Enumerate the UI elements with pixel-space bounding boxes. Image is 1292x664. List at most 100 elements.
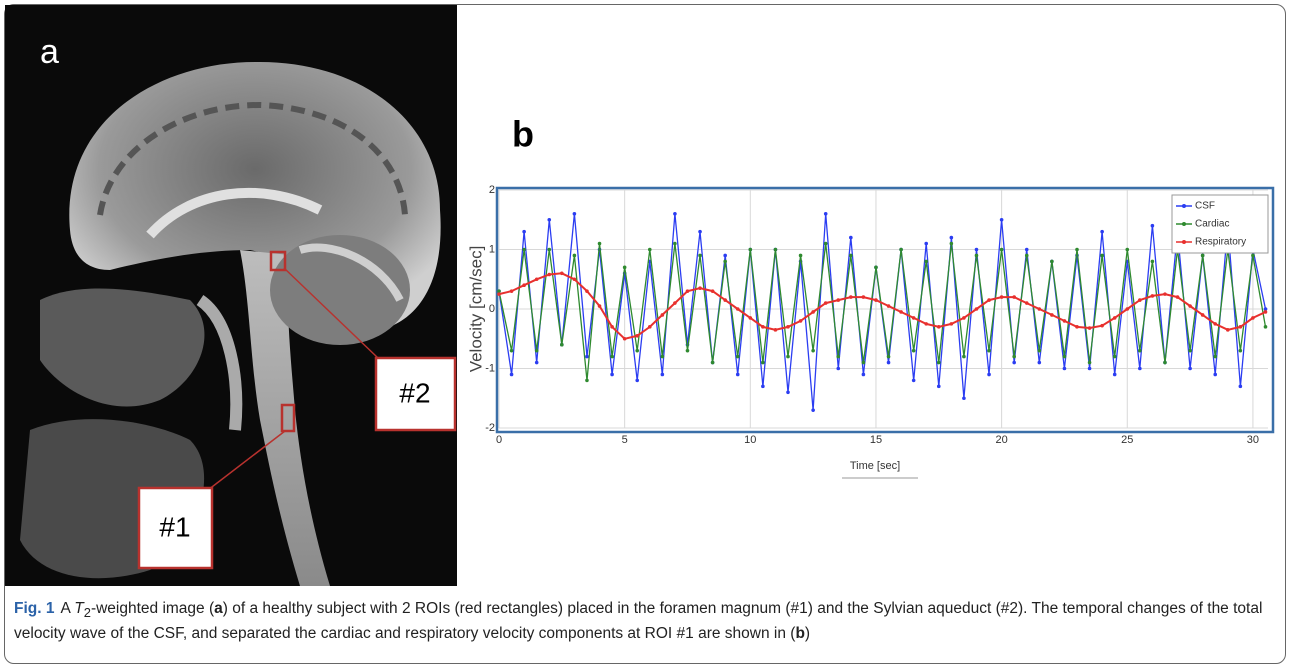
- data-point: [735, 307, 740, 311]
- data-point: [560, 271, 564, 276]
- x-tick-label: 25: [1121, 434, 1133, 446]
- data-point: [710, 360, 715, 365]
- roi-label: #2: [399, 377, 430, 408]
- data-point: [962, 316, 966, 320]
- data-point: [761, 360, 765, 365]
- data-point: [999, 217, 1004, 222]
- data-point: [509, 348, 514, 353]
- data-point: [924, 322, 929, 326]
- data-point: [497, 292, 501, 296]
- panel-a-label: a: [40, 33, 59, 71]
- data-point: [1150, 294, 1155, 298]
- data-point: [773, 247, 778, 252]
- data-point: [534, 360, 539, 365]
- data-point: [1024, 247, 1029, 252]
- data-point: [1012, 354, 1016, 359]
- data-point: [534, 348, 539, 353]
- x-tick-label: 15: [870, 434, 882, 446]
- legend-marker: [1182, 222, 1186, 226]
- data-point: [748, 316, 753, 320]
- data-point: [610, 372, 614, 377]
- data-point: [635, 348, 640, 353]
- data-point: [798, 253, 803, 258]
- data-point: [610, 325, 614, 329]
- data-point: [786, 390, 790, 395]
- data-point: [899, 310, 903, 314]
- x-tick-label: 0: [496, 434, 502, 446]
- data-point: [886, 304, 891, 308]
- data-point: [572, 253, 577, 258]
- legend-marker: [1182, 204, 1186, 208]
- data-point: [622, 265, 627, 270]
- data-point: [874, 265, 878, 270]
- caption-text: -weighted image (: [90, 600, 215, 617]
- data-point: [1112, 354, 1117, 359]
- data-point: [1087, 360, 1092, 365]
- caption-text: T: [74, 600, 84, 617]
- data-point: [1075, 247, 1079, 252]
- y-tick-label: -1: [485, 362, 495, 374]
- data-point: [1188, 366, 1192, 371]
- data-point: [987, 372, 991, 377]
- data-point: [1138, 366, 1142, 371]
- data-point: [1087, 326, 1092, 330]
- data-point: [660, 372, 665, 377]
- data-point: [811, 408, 815, 412]
- data-point: [1037, 307, 1042, 311]
- data-point: [635, 333, 640, 338]
- data-point: [1087, 366, 1092, 371]
- caption-label: Fig. 1: [14, 600, 55, 617]
- data-point: [911, 316, 916, 320]
- data-point: [1188, 348, 1192, 353]
- data-point: [534, 277, 539, 282]
- data-point: [1125, 307, 1130, 311]
- data-point: [547, 247, 552, 252]
- data-point: [1050, 259, 1054, 264]
- data-point: [735, 372, 740, 377]
- data-point: [597, 241, 602, 246]
- data-point: [987, 298, 991, 302]
- y-tick-label: 1: [489, 243, 495, 255]
- caption-text: ) of a healthy subject with 2 ROIs (red …: [14, 600, 1263, 643]
- data-point: [1188, 304, 1192, 308]
- data-point: [673, 301, 677, 305]
- caption-text: ): [804, 625, 811, 643]
- series-line: [498, 243, 1267, 381]
- data-point: [1037, 348, 1042, 353]
- data-point: [1238, 384, 1243, 389]
- data-point: [1251, 316, 1255, 320]
- figure: a #2 #1 b -2 -1 0 1 2 0 5 10 15 20 25 30 Velocity [c…: [4, 4, 1286, 664]
- data-point: [874, 298, 878, 302]
- mri-image: [5, 5, 457, 586]
- data-point: [1125, 247, 1130, 252]
- data-point: [748, 247, 753, 252]
- data-point: [999, 295, 1004, 299]
- data-point: [786, 325, 790, 329]
- x-tick-label: 5: [622, 434, 628, 446]
- data-point: [723, 253, 727, 258]
- data-point: [761, 325, 765, 329]
- legend-label: Respiratory: [1195, 237, 1246, 248]
- data-point: [1263, 310, 1268, 314]
- data-point: [962, 396, 966, 401]
- caption: Fig. 1 A T2-weighted image (a) of a healt…: [14, 598, 1284, 644]
- data-point: [1138, 348, 1142, 353]
- data-point: [1024, 253, 1029, 258]
- data-point: [798, 319, 803, 323]
- data-point: [999, 247, 1004, 252]
- data-point: [861, 372, 866, 377]
- y-tick-label: -2: [485, 422, 495, 434]
- data-point: [585, 378, 589, 383]
- data-point: [585, 289, 589, 293]
- data-point: [936, 384, 941, 389]
- data-point: [911, 378, 916, 383]
- data-point: [861, 295, 866, 299]
- series-line: [498, 272, 1266, 340]
- data-point: [786, 354, 790, 359]
- data-point: [698, 253, 702, 258]
- data-point: [673, 241, 677, 246]
- x-axis-label: Time [sec]: [850, 460, 900, 472]
- data-point: [622, 336, 627, 341]
- data-point: [685, 289, 690, 293]
